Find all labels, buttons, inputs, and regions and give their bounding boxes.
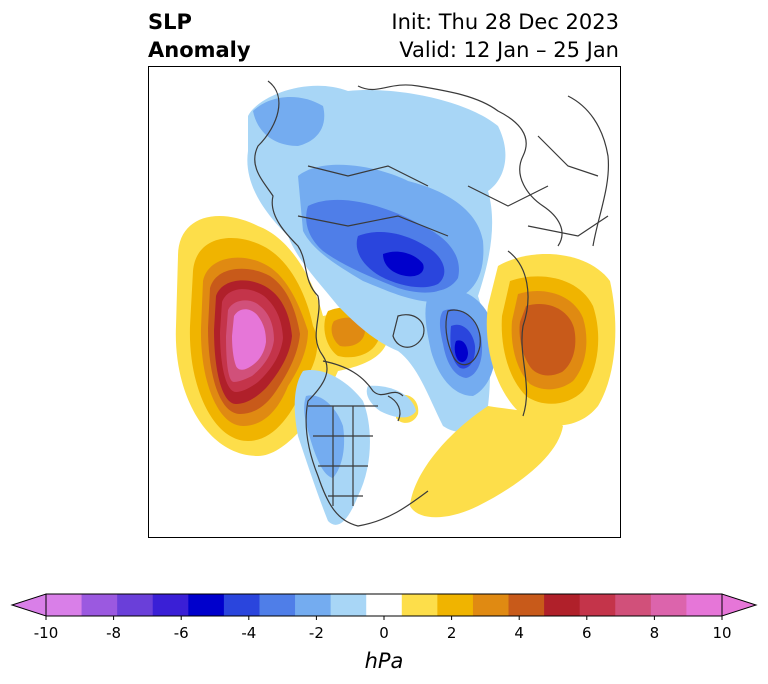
colorbar-tick-label: -2: [309, 624, 324, 642]
colorbar-segment: [366, 594, 403, 616]
colorbar-tick-label: -4: [241, 624, 256, 642]
colorbar: -10 -8 -6 -4 -2 0 2 4 6 8 10 hPa: [10, 593, 758, 673]
colorbar-segment: [579, 594, 616, 616]
coastlines: [254, 80, 610, 527]
colorbar-segment: [46, 594, 83, 616]
anomaly-fills: [175, 85, 616, 525]
colorbar-segment: [152, 594, 189, 616]
colorbar-segment: [686, 594, 723, 616]
colorbar-segment: [472, 594, 510, 616]
colorbar-unit-label: hPa: [365, 649, 404, 673]
colorbar-segment: [650, 594, 687, 616]
colorbar-segment: [615, 594, 652, 616]
valid-period: Init: Thu 28 Dec 2023 Valid: 12 Jan – 25…: [391, 8, 619, 64]
colorbar-segment: [223, 594, 260, 616]
valid-range-label: Valid: 12 Jan – 25 Jan: [399, 38, 619, 62]
colorbar-segment: [188, 594, 225, 616]
colorbar-segment: [544, 594, 581, 616]
north-america-low-anomaly: [294, 370, 416, 525]
map-border: [148, 66, 621, 538]
colorbar-ticks: -10 -8 -6 -4 -2 0 2 4 6 8 10: [34, 616, 732, 642]
colorbar-over-arrow: [721, 593, 758, 617]
colorbar-segment: [437, 594, 474, 616]
colorbar-segment: [508, 594, 545, 616]
colorbar-segment: [295, 594, 332, 616]
colorbar-tick-label: 6: [582, 624, 592, 642]
colorbar-segments: [10, 593, 758, 617]
colorbar-tick-label: 8: [650, 624, 660, 642]
plot-title: SLP Anomaly: [148, 8, 251, 64]
colorbar-segment: [117, 594, 154, 616]
atlantic-high-anomaly: [396, 254, 616, 518]
colorbar-tick-label: -10: [34, 624, 59, 642]
colorbar-tick-label: 10: [712, 624, 731, 642]
colorbar-tick-label: 0: [379, 624, 389, 642]
colorbar-segment: [259, 594, 296, 616]
init-date-label: Init: Thu 28 Dec 2023: [391, 10, 619, 34]
colorbar-under-arrow: [10, 593, 47, 617]
colorbar-tick-label: -8: [106, 624, 121, 642]
title-line-1: SLP: [148, 10, 192, 34]
colorbar-segment: [401, 594, 438, 616]
colorbar-segment: [81, 594, 118, 616]
colorbar-segment: [330, 594, 367, 616]
colorbar-tick-label: -6: [174, 624, 189, 642]
pacific-high-anomaly: [175, 216, 389, 456]
colorbar-tick-label: 4: [514, 624, 524, 642]
colorbar-tick-label: 2: [447, 624, 457, 642]
arctic-low-anomaly: [247, 85, 506, 432]
title-line-2: Anomaly: [148, 38, 251, 62]
slp-anomaly-map: [148, 66, 621, 538]
